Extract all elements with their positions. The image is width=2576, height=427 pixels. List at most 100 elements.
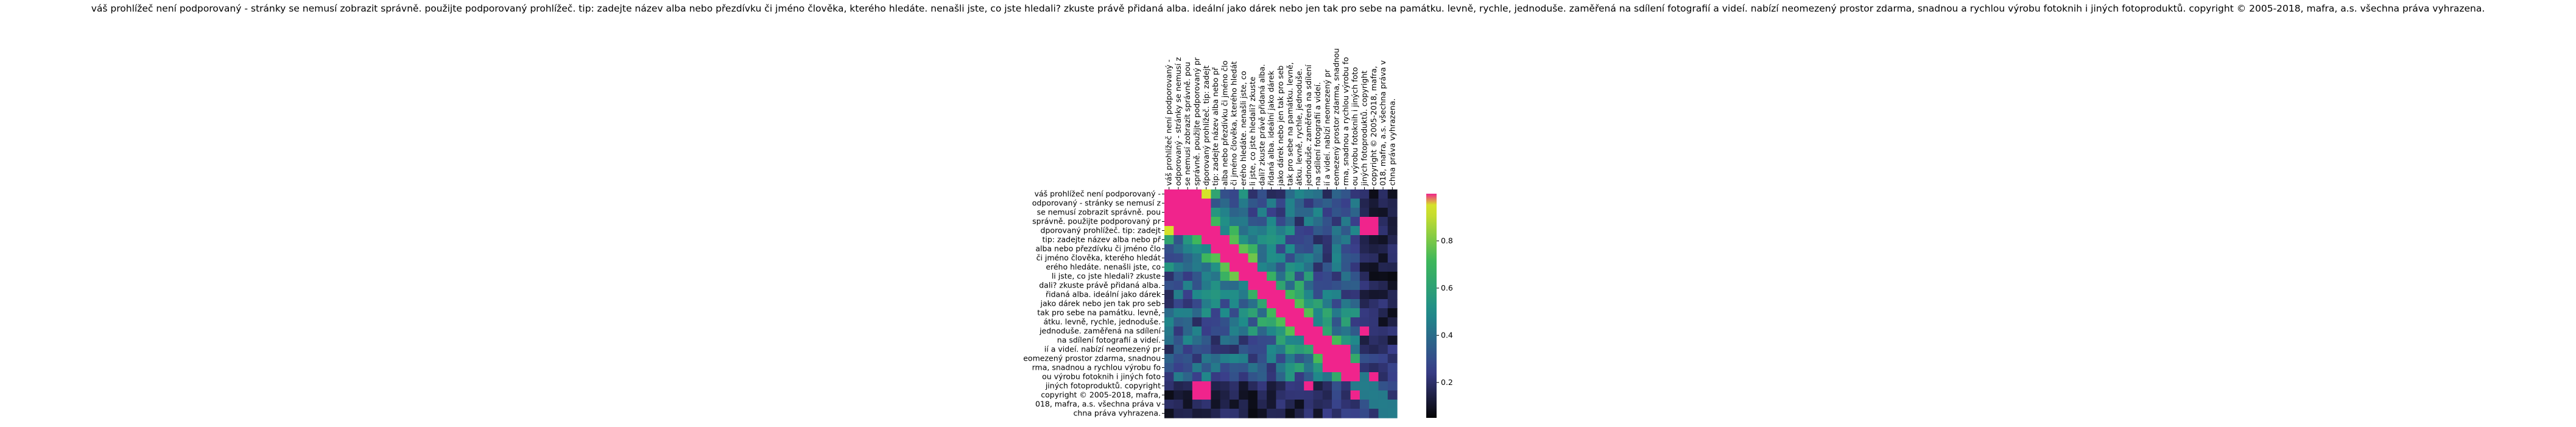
heatmap-cell xyxy=(1387,326,1398,336)
column-label: dali? zkuste právě přidaná alba. xyxy=(1257,64,1266,186)
row-label: ou výrobu fotoknih i jiných foto xyxy=(1042,372,1161,381)
heatmap-cell xyxy=(1294,235,1304,245)
heatmap-cell xyxy=(1285,326,1295,336)
heatmap-cell xyxy=(1332,272,1342,281)
heatmap-cell xyxy=(1369,263,1379,272)
heatmap-cell xyxy=(1257,235,1267,245)
heatmap-cell xyxy=(1341,308,1351,318)
heatmap-cell xyxy=(1239,272,1249,281)
heatmap-cell xyxy=(1294,189,1304,199)
heatmap-cell xyxy=(1304,253,1314,263)
heatmap-cell xyxy=(1202,345,1211,355)
row-label: jiných fotoproduktů. copyright xyxy=(1045,381,1161,390)
heatmap-cell xyxy=(1183,336,1193,345)
heatmap-cell xyxy=(1378,253,1388,263)
heatmap-cell xyxy=(1229,409,1239,418)
colorbar xyxy=(1426,194,1437,418)
heatmap-cell xyxy=(1248,363,1258,373)
heatmap-cell xyxy=(1220,299,1230,309)
heatmap-cell xyxy=(1350,381,1360,391)
heatmap-cell xyxy=(1332,299,1342,309)
heatmap-cell xyxy=(1304,363,1314,373)
heatmap-cell xyxy=(1322,235,1332,245)
heatmap-cell xyxy=(1332,400,1342,409)
heatmap-cell xyxy=(1387,381,1398,391)
heatmap-cell xyxy=(1220,253,1230,263)
heatmap-cell xyxy=(1359,381,1370,391)
heatmap-cell xyxy=(1202,208,1211,217)
heatmap-cell xyxy=(1183,326,1193,336)
heatmap-cell xyxy=(1239,317,1249,327)
heatmap-cell xyxy=(1229,272,1239,281)
heatmap-cell xyxy=(1192,281,1202,291)
heatmap-cell xyxy=(1369,409,1379,418)
heatmap-cell xyxy=(1164,290,1174,300)
heatmap-cell xyxy=(1285,272,1295,281)
heatmap-cell xyxy=(1322,381,1332,391)
heatmap-cell xyxy=(1202,226,1211,236)
heatmap-cell xyxy=(1359,199,1370,208)
heatmap-cell xyxy=(1276,345,1286,355)
heatmap-cell xyxy=(1350,345,1360,355)
heatmap-cell xyxy=(1322,217,1332,227)
heatmap-cell xyxy=(1229,308,1239,318)
heatmap-cell xyxy=(1183,372,1193,382)
heatmap-cell xyxy=(1174,345,1184,355)
heatmap-cell xyxy=(1294,326,1304,336)
heatmap-cell xyxy=(1211,326,1221,336)
heatmap-cell xyxy=(1192,400,1202,409)
heatmap-cell xyxy=(1248,189,1258,199)
heatmap-cell xyxy=(1202,372,1211,382)
heatmap-cell xyxy=(1248,235,1258,245)
heatmap-cell xyxy=(1220,400,1230,409)
heatmap-cell xyxy=(1285,199,1295,208)
heatmap-cell xyxy=(1239,326,1249,336)
heatmap-cell xyxy=(1276,400,1286,409)
column-label: copyright © 2005-2018, mafra, xyxy=(1369,66,1378,186)
chart-title: váš prohlížeč není podporovaný - stránky… xyxy=(91,3,2485,14)
heatmap-cell xyxy=(1285,226,1295,236)
heatmap-cell xyxy=(1183,199,1193,208)
heatmap-cell xyxy=(1369,381,1379,391)
heatmap-cell xyxy=(1313,390,1323,400)
heatmap-cell xyxy=(1294,244,1304,254)
heatmap-cell xyxy=(1257,299,1267,309)
heatmap-cell xyxy=(1341,263,1351,272)
heatmap-cell xyxy=(1294,372,1304,382)
heatmap-cell xyxy=(1267,336,1276,345)
heatmap-cell xyxy=(1211,336,1221,345)
heatmap-cell xyxy=(1248,390,1258,400)
heatmap-cell xyxy=(1257,345,1267,355)
heatmap-cell xyxy=(1341,208,1351,217)
row-label: rma, snadnou a rychlou výrobu fo xyxy=(1032,363,1161,372)
heatmap-cell xyxy=(1211,235,1221,245)
heatmap-cell xyxy=(1267,226,1276,236)
heatmap-cell xyxy=(1350,372,1360,382)
heatmap-cell xyxy=(1267,199,1276,208)
heatmap-cell xyxy=(1322,409,1332,418)
heatmap-cell xyxy=(1369,345,1379,355)
column-label: rma, snadnou a rychlou výrobu fo xyxy=(1341,57,1350,186)
heatmap-cell xyxy=(1164,235,1174,245)
heatmap-cell xyxy=(1192,226,1202,236)
heatmap-cell xyxy=(1239,345,1249,355)
heatmap-cell xyxy=(1313,217,1323,227)
heatmap-cell xyxy=(1220,317,1230,327)
heatmap-cell xyxy=(1174,326,1184,336)
heatmap-cell xyxy=(1174,272,1184,281)
heatmap-cell xyxy=(1257,208,1267,217)
heatmap-cell xyxy=(1183,308,1193,318)
heatmap-cell xyxy=(1211,390,1221,400)
heatmap-cell xyxy=(1174,299,1184,309)
heatmap-cell xyxy=(1174,235,1184,245)
heatmap-cell xyxy=(1369,189,1379,199)
heatmap-cell xyxy=(1350,299,1360,309)
heatmap-cell xyxy=(1239,208,1249,217)
heatmap-cell xyxy=(1229,381,1239,391)
heatmap-cell xyxy=(1276,326,1286,336)
heatmap-cell xyxy=(1276,409,1286,418)
heatmap-cell xyxy=(1350,390,1360,400)
heatmap-cell xyxy=(1174,409,1184,418)
heatmap-cell xyxy=(1304,336,1314,345)
heatmap-cell xyxy=(1359,189,1370,199)
